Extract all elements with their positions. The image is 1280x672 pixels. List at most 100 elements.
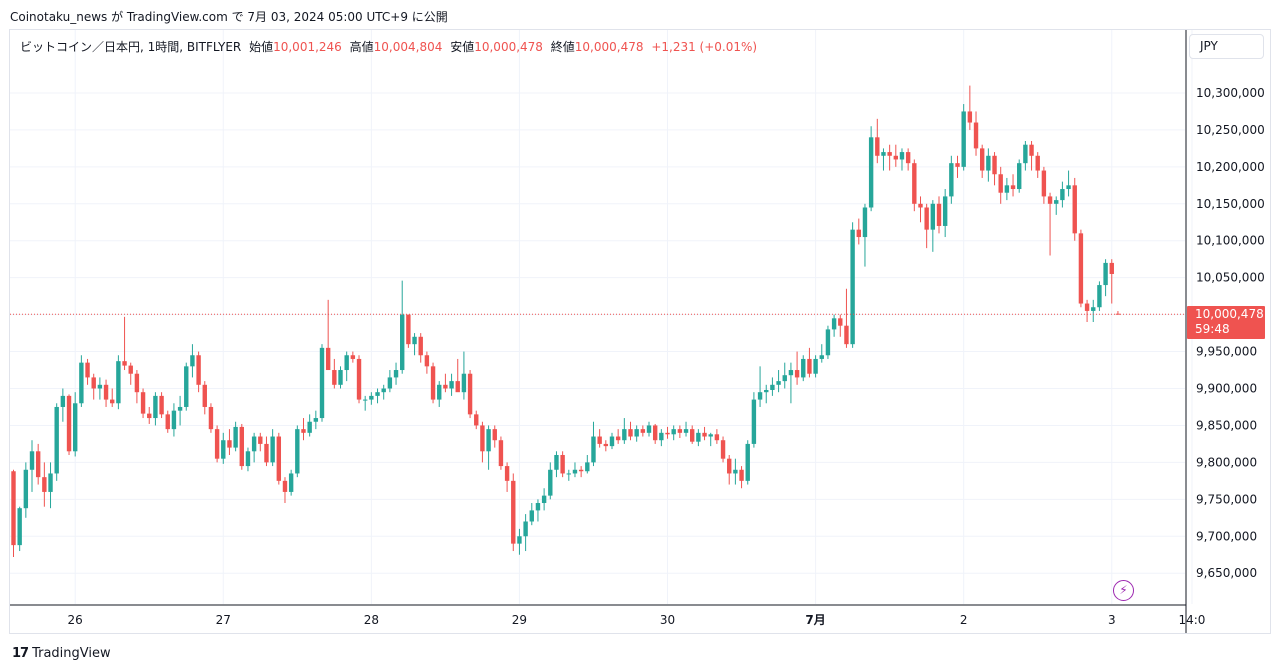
candle	[856, 218, 861, 245]
candle-body	[480, 425, 485, 452]
candle-body	[905, 152, 911, 164]
candle-body	[338, 370, 343, 385]
candle	[54, 403, 59, 481]
open-label: 始値	[249, 40, 274, 54]
candle	[955, 155, 960, 178]
candle	[301, 418, 306, 441]
candle	[1072, 177, 1077, 241]
candle	[418, 333, 423, 363]
last-price-tag: 10,000,478 59:48	[1187, 306, 1265, 339]
candle-body	[788, 370, 794, 376]
candle-body	[967, 111, 973, 123]
candle	[282, 477, 288, 504]
candle	[819, 344, 824, 363]
price-axis-tick-label: 10,050,000	[1196, 271, 1265, 285]
candle-series	[11, 85, 1121, 557]
candle-body	[239, 426, 244, 467]
candle	[690, 425, 695, 444]
candle-body	[35, 451, 41, 478]
candle-body	[91, 377, 96, 389]
candle-body	[369, 395, 374, 400]
candle-body	[418, 336, 423, 356]
candle	[233, 421, 238, 452]
candle-body	[1078, 233, 1084, 304]
candle	[548, 462, 553, 500]
candle	[683, 421, 689, 437]
candle	[1047, 192, 1053, 256]
candle	[449, 373, 454, 396]
candle	[122, 316, 127, 371]
candle	[190, 344, 195, 378]
chart-grid	[10, 30, 1193, 604]
candle-body	[591, 436, 596, 463]
candle	[406, 314, 411, 348]
candle	[1023, 141, 1028, 171]
chart-frame	[9, 29, 1271, 634]
close-value: 10,000,478	[574, 40, 644, 54]
candle	[1066, 170, 1071, 197]
candle	[251, 432, 257, 463]
candle-body	[387, 377, 393, 389]
candle	[319, 344, 325, 422]
candle-body	[177, 406, 183, 411]
candle	[60, 388, 66, 422]
candle	[862, 203, 868, 267]
tradingview-brand[interactable]: 17 TradingView	[12, 646, 111, 661]
candle	[276, 432, 282, 485]
high-value: 10,004,804	[373, 40, 443, 54]
candle	[11, 469, 16, 557]
candle	[492, 425, 497, 448]
candle	[1060, 181, 1065, 208]
candle-body	[770, 384, 775, 390]
candle-body	[1010, 185, 1016, 190]
candle-body	[171, 410, 177, 430]
candle	[838, 314, 843, 337]
candle-body	[899, 152, 905, 160]
candle-body	[29, 451, 35, 470]
candle	[696, 429, 701, 447]
lightning-bolt-icon[interactable]: ⚡	[1113, 580, 1134, 601]
candle-body	[1035, 155, 1040, 171]
candle	[677, 425, 683, 438]
candle	[628, 421, 633, 441]
candle-body	[517, 536, 522, 544]
candle-body	[930, 203, 936, 230]
candle-body	[208, 406, 214, 430]
candle-body	[406, 314, 411, 345]
candle	[967, 85, 973, 130]
candle	[110, 388, 115, 407]
candle-body	[245, 451, 251, 467]
candle-body	[79, 362, 84, 404]
candle	[344, 351, 349, 382]
high-label: 高値	[349, 40, 374, 54]
candle	[85, 358, 90, 385]
candle-body	[393, 370, 399, 378]
candle	[48, 462, 53, 509]
candle-body	[430, 366, 436, 400]
candle-body	[652, 425, 658, 441]
candle-body	[862, 207, 868, 238]
candle-body	[603, 443, 609, 447]
candle	[369, 392, 374, 405]
time-axis-labels: 26 27 28 29 30 7月 2 3 14:0	[68, 613, 1206, 627]
candle-body	[714, 434, 720, 441]
candle	[73, 392, 78, 457]
symbol-legend: ビットコイン／日本円, 1時間, BITFLYER 始値10,001,246 高…	[20, 38, 757, 55]
candle-body	[264, 443, 269, 463]
candle-body	[140, 392, 146, 414]
time-axis-tick-label: 29	[512, 613, 527, 627]
candle	[498, 436, 504, 470]
candle-body	[1029, 144, 1034, 156]
candle-body	[572, 469, 578, 474]
candle	[424, 351, 430, 374]
candle	[739, 466, 744, 489]
candle	[887, 144, 892, 171]
symbol-name[interactable]: ビットコイン／日本円, 1時間, BITFLYER	[20, 40, 242, 54]
currency-button[interactable]: JPY	[1189, 34, 1264, 59]
candle-body	[634, 429, 639, 437]
candle-body	[535, 503, 541, 511]
candle-body	[147, 413, 152, 419]
candle	[881, 148, 886, 171]
candle	[387, 370, 393, 393]
